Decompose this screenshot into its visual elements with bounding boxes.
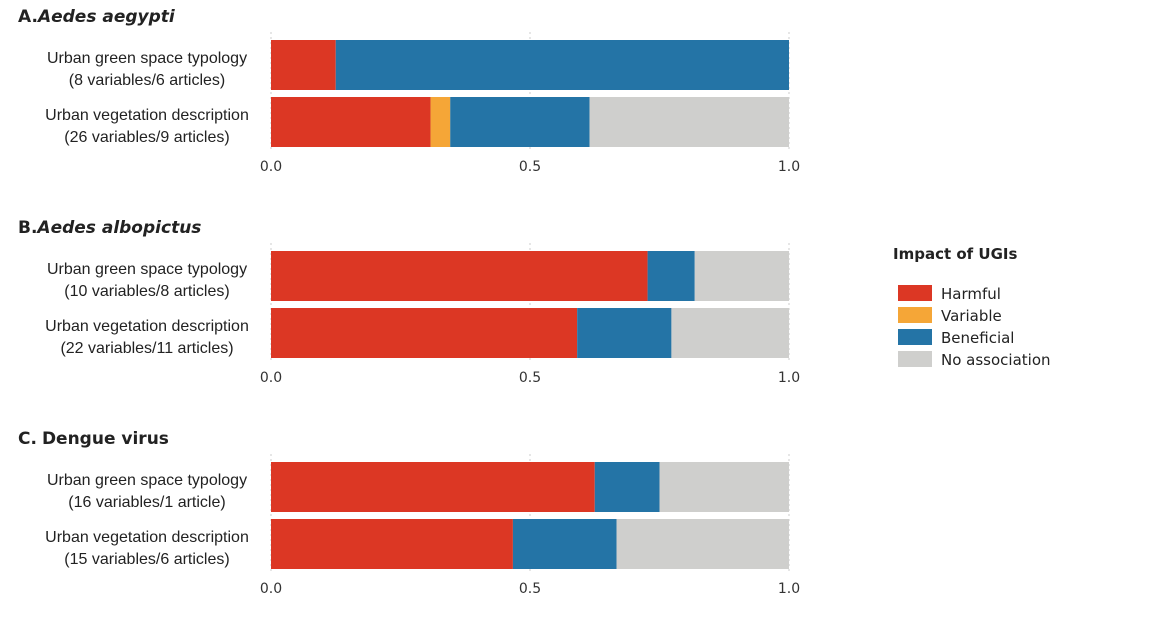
- legend-swatch-variable: [898, 307, 932, 323]
- bar-segment-beneficial: [335, 40, 789, 90]
- row-sublabel: (22 variables/11 articles): [60, 340, 233, 357]
- bar-segment-beneficial: [450, 97, 590, 147]
- panel-letter: A.: [18, 7, 38, 27]
- bar-segment-beneficial: [577, 308, 672, 358]
- legend-label-variable: Variable: [941, 307, 1002, 325]
- bar-segment-harmful: [271, 40, 336, 90]
- bar-segment-beneficial: [594, 462, 660, 512]
- bar-segment-variable: [430, 97, 451, 147]
- x-tick-label: 0.0: [260, 370, 282, 386]
- x-tick-label: 0.5: [519, 581, 541, 597]
- legend-swatch-beneficial: [898, 329, 932, 345]
- row-label: Urban vegetation description: [45, 529, 249, 546]
- x-tick-label: 0.5: [519, 370, 541, 386]
- legend-label-no-association: No association: [941, 351, 1051, 369]
- panel-title: A.Aedes aegypti: [18, 7, 176, 27]
- x-tick-label: 0.0: [260, 581, 282, 597]
- panel-letter: B.: [18, 218, 37, 238]
- row-sublabel: (10 variables/8 articles): [64, 283, 229, 300]
- row-sublabel: (26 variables/9 articles): [64, 129, 229, 146]
- row-sublabel: (8 variables/6 articles): [69, 72, 226, 89]
- panel-b: B.Aedes albopictus Urban green space typo…: [18, 218, 800, 386]
- x-tick-label: 1.0: [778, 370, 800, 386]
- legend: Impact of UGIs Harmful Variable Beneficial N…: [893, 245, 1051, 369]
- legend-swatch-harmful: [898, 285, 932, 301]
- row-label: Urban vegetation description: [45, 107, 249, 124]
- panel-title: C. Dengue virus: [18, 429, 169, 449]
- panel-name: Aedes albopictus: [35, 218, 201, 238]
- legend-title: Impact of UGIs: [893, 245, 1017, 263]
- bar-segment-no-association: [616, 519, 789, 569]
- x-tick-label: 1.0: [778, 159, 800, 175]
- legend-label-harmful: Harmful: [941, 285, 1001, 303]
- bar-segment-harmful: [271, 519, 513, 569]
- panel-letter: C.: [18, 429, 37, 449]
- bar-segment-no-association: [659, 462, 789, 512]
- panel-title: B.Aedes albopictus: [18, 218, 201, 238]
- bar-segment-harmful: [271, 462, 595, 512]
- bar-segment-no-association: [694, 251, 789, 301]
- x-tick-label: 1.0: [778, 581, 800, 597]
- legend-label-beneficial: Beneficial: [941, 329, 1014, 347]
- panel-c: C. Dengue virus Urban green space typology…: [18, 429, 800, 597]
- x-tick-label: 0.0: [260, 159, 282, 175]
- panel-a: A.Aedes aegypti Urban green space typolog…: [18, 7, 800, 175]
- row-label: Urban green space typology: [47, 472, 247, 489]
- bar-segment-no-association: [671, 308, 789, 358]
- row-sublabel: (15 variables/6 articles): [64, 551, 229, 568]
- bar-segment-beneficial: [647, 251, 695, 301]
- bar-segment-harmful: [271, 97, 431, 147]
- row-sublabel: (16 variables/1 article): [68, 494, 225, 511]
- panel-name: Dengue virus: [42, 429, 169, 449]
- bar-segment-no-association: [589, 97, 789, 147]
- panel-name: Aedes aegypti: [36, 7, 176, 27]
- row-label: Urban green space typology: [47, 261, 247, 278]
- legend-swatch-no-association: [898, 351, 932, 367]
- bar-segment-beneficial: [512, 519, 617, 569]
- row-label: Urban green space typology: [47, 50, 247, 67]
- row-label: Urban vegetation description: [45, 318, 249, 335]
- bar-segment-harmful: [271, 251, 648, 301]
- bar-segment-harmful: [271, 308, 578, 358]
- x-tick-label: 0.5: [519, 159, 541, 175]
